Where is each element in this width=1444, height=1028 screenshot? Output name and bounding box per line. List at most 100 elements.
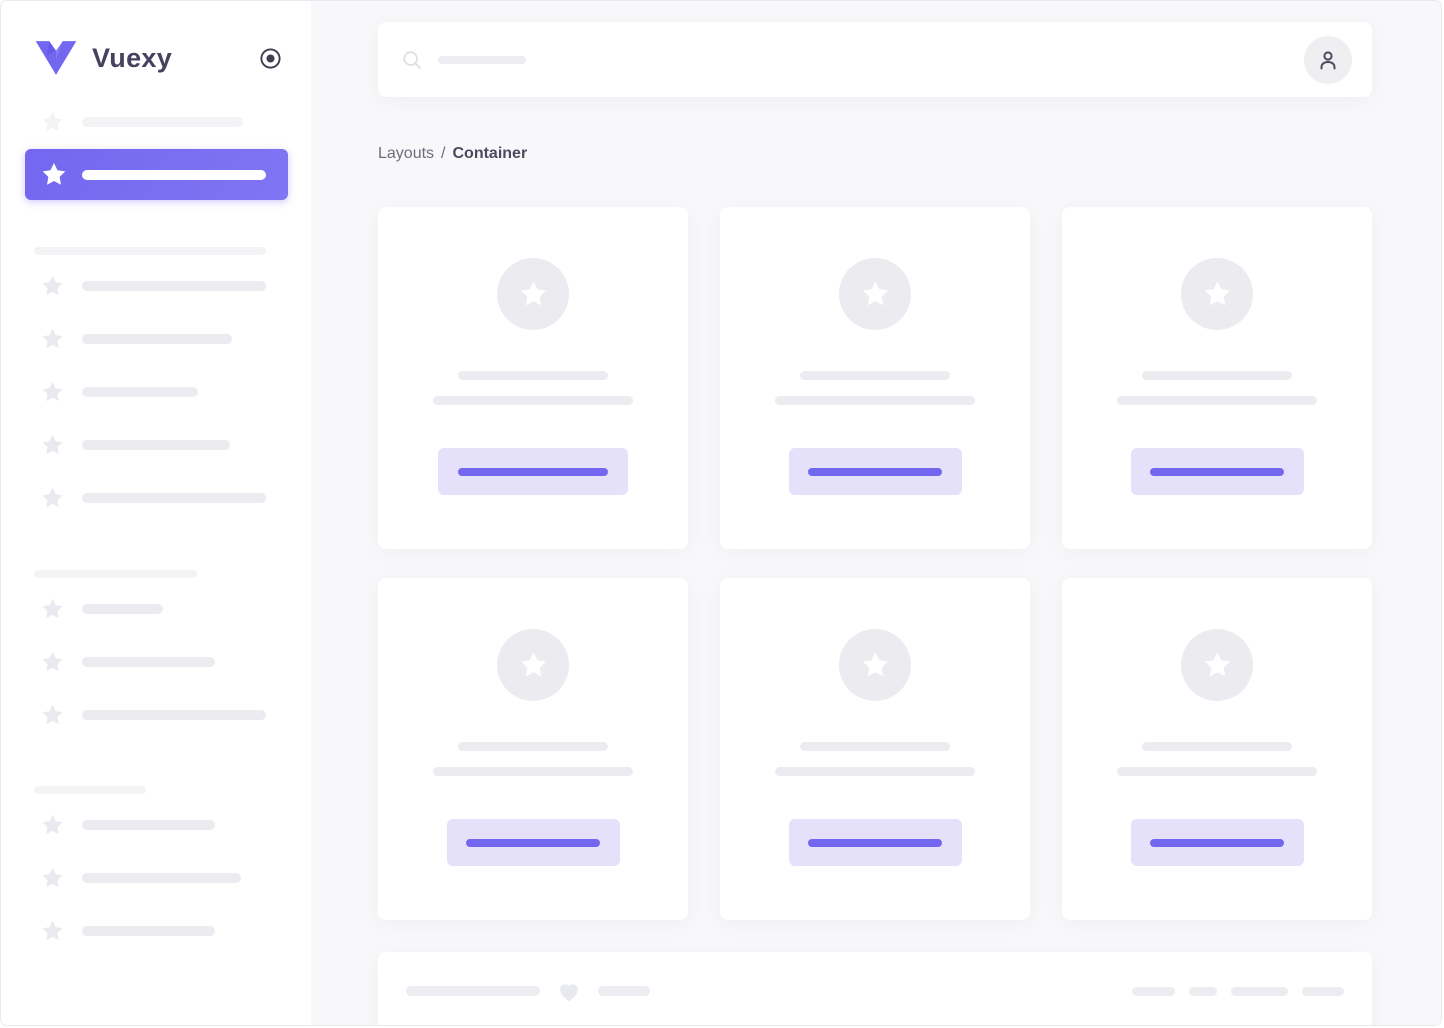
sidebar-menu-item[interactable] xyxy=(1,596,311,622)
navbar xyxy=(378,22,1372,97)
button-label-placeholder xyxy=(808,838,942,847)
button-label-placeholder xyxy=(466,838,600,847)
text-line-placeholder xyxy=(1142,742,1292,751)
card xyxy=(1062,578,1372,920)
star-icon xyxy=(42,111,63,132)
breadcrumb: Layouts / Container xyxy=(378,145,1372,163)
star-icon xyxy=(42,704,63,725)
menu-label-placeholder xyxy=(82,493,266,503)
sidebar-menu-item[interactable] xyxy=(1,326,311,352)
card-action-button[interactable] xyxy=(446,819,620,866)
footer-copyright-placeholder xyxy=(406,978,650,1004)
search-placeholder xyxy=(438,55,526,64)
text-line-placeholder xyxy=(1117,396,1317,405)
menu-label-placeholder xyxy=(82,281,266,291)
menu-section-divider xyxy=(34,247,266,255)
card xyxy=(378,207,688,549)
star-icon xyxy=(862,281,888,306)
card-action-button[interactable] xyxy=(788,819,962,866)
sidebar-menu-item[interactable] xyxy=(1,379,311,405)
footer-text-placeholder xyxy=(406,986,540,996)
star-icon xyxy=(862,652,888,677)
card-avatar-placeholder xyxy=(839,258,911,330)
sidebar-menu-item[interactable] xyxy=(1,702,311,728)
card xyxy=(378,578,688,920)
menu-section-divider xyxy=(34,786,146,794)
sidebar-menu-item[interactable] xyxy=(1,109,311,135)
card-grid xyxy=(378,207,1372,920)
star-icon xyxy=(1204,652,1230,677)
button-label-placeholder xyxy=(808,467,942,476)
card-avatar-placeholder xyxy=(497,258,569,330)
sidebar-menu-item-active[interactable] xyxy=(25,149,288,200)
card-action-button[interactable] xyxy=(788,448,962,495)
user-icon xyxy=(1320,50,1336,69)
card-avatar-placeholder xyxy=(839,629,911,701)
search-input[interactable] xyxy=(401,49,526,71)
sidebar-menu-item[interactable] xyxy=(1,273,311,299)
star-icon xyxy=(520,652,546,677)
menu-section-divider xyxy=(34,570,197,578)
sidebar-menu-item[interactable] xyxy=(1,432,311,458)
footer-links xyxy=(1132,978,1344,1004)
footer-link-placeholder xyxy=(1132,986,1175,996)
card-action-button[interactable] xyxy=(438,448,628,495)
button-label-placeholder xyxy=(1150,838,1284,847)
star-icon xyxy=(42,867,63,888)
footer-text-placeholder xyxy=(598,986,650,996)
star-icon xyxy=(42,381,63,402)
text-line-placeholder xyxy=(800,742,950,751)
app-title: Vuexy xyxy=(92,42,173,73)
star-icon xyxy=(42,434,63,455)
main-content: Layouts / Container xyxy=(311,1,1441,1025)
text-line-placeholder xyxy=(800,371,950,380)
card-avatar-placeholder xyxy=(497,629,569,701)
footer-link-placeholder xyxy=(1302,986,1344,996)
search-icon xyxy=(403,50,422,69)
text-line-placeholder xyxy=(1117,767,1317,776)
radio-circle-icon xyxy=(259,47,281,69)
sidebar-menu-item[interactable] xyxy=(1,918,311,944)
card-action-button[interactable] xyxy=(1130,448,1304,495)
text-line-placeholder xyxy=(458,742,608,751)
card xyxy=(720,578,1030,920)
breadcrumb-parent[interactable]: Layouts xyxy=(378,145,435,162)
menu-label-placeholder xyxy=(82,334,232,344)
card-action-button[interactable] xyxy=(1130,819,1304,866)
text-line-placeholder xyxy=(433,396,633,405)
menu-label-placeholder xyxy=(82,117,243,127)
footer-link-placeholder xyxy=(1231,986,1288,996)
star-icon xyxy=(42,275,63,296)
menu-pin-toggle[interactable] xyxy=(258,46,282,70)
vuexy-logo-icon xyxy=(35,41,77,75)
star-icon xyxy=(42,598,63,619)
sidebar-header: Vuexy xyxy=(1,1,311,109)
star-icon xyxy=(42,487,63,508)
menu-label-placeholder xyxy=(82,169,266,180)
menu-label-placeholder xyxy=(82,604,163,614)
menu-label-placeholder xyxy=(82,820,215,830)
footer-link-placeholder xyxy=(1189,986,1217,996)
sidebar-menu xyxy=(1,109,311,944)
card xyxy=(1062,207,1372,549)
star-icon xyxy=(42,651,63,672)
button-label-placeholder xyxy=(458,467,608,476)
text-line-placeholder xyxy=(1142,371,1292,380)
sidebar-menu-item[interactable] xyxy=(1,812,311,838)
sidebar-menu-item[interactable] xyxy=(1,649,311,675)
text-line-placeholder xyxy=(775,396,975,405)
star-icon xyxy=(42,163,66,185)
user-avatar-button[interactable] xyxy=(1304,35,1352,84)
text-line-placeholder xyxy=(433,767,633,776)
menu-label-placeholder xyxy=(82,926,215,936)
star-icon xyxy=(42,328,63,349)
star-icon xyxy=(42,920,63,941)
breadcrumb-separator: / xyxy=(441,145,446,162)
sidebar-menu-item[interactable] xyxy=(1,485,311,511)
card xyxy=(720,207,1030,549)
sidebar-menu-item[interactable] xyxy=(1,865,311,891)
star-icon xyxy=(42,814,63,835)
text-line-placeholder xyxy=(458,371,608,380)
card-avatar-placeholder xyxy=(1181,629,1253,701)
text-line-placeholder xyxy=(775,767,975,776)
